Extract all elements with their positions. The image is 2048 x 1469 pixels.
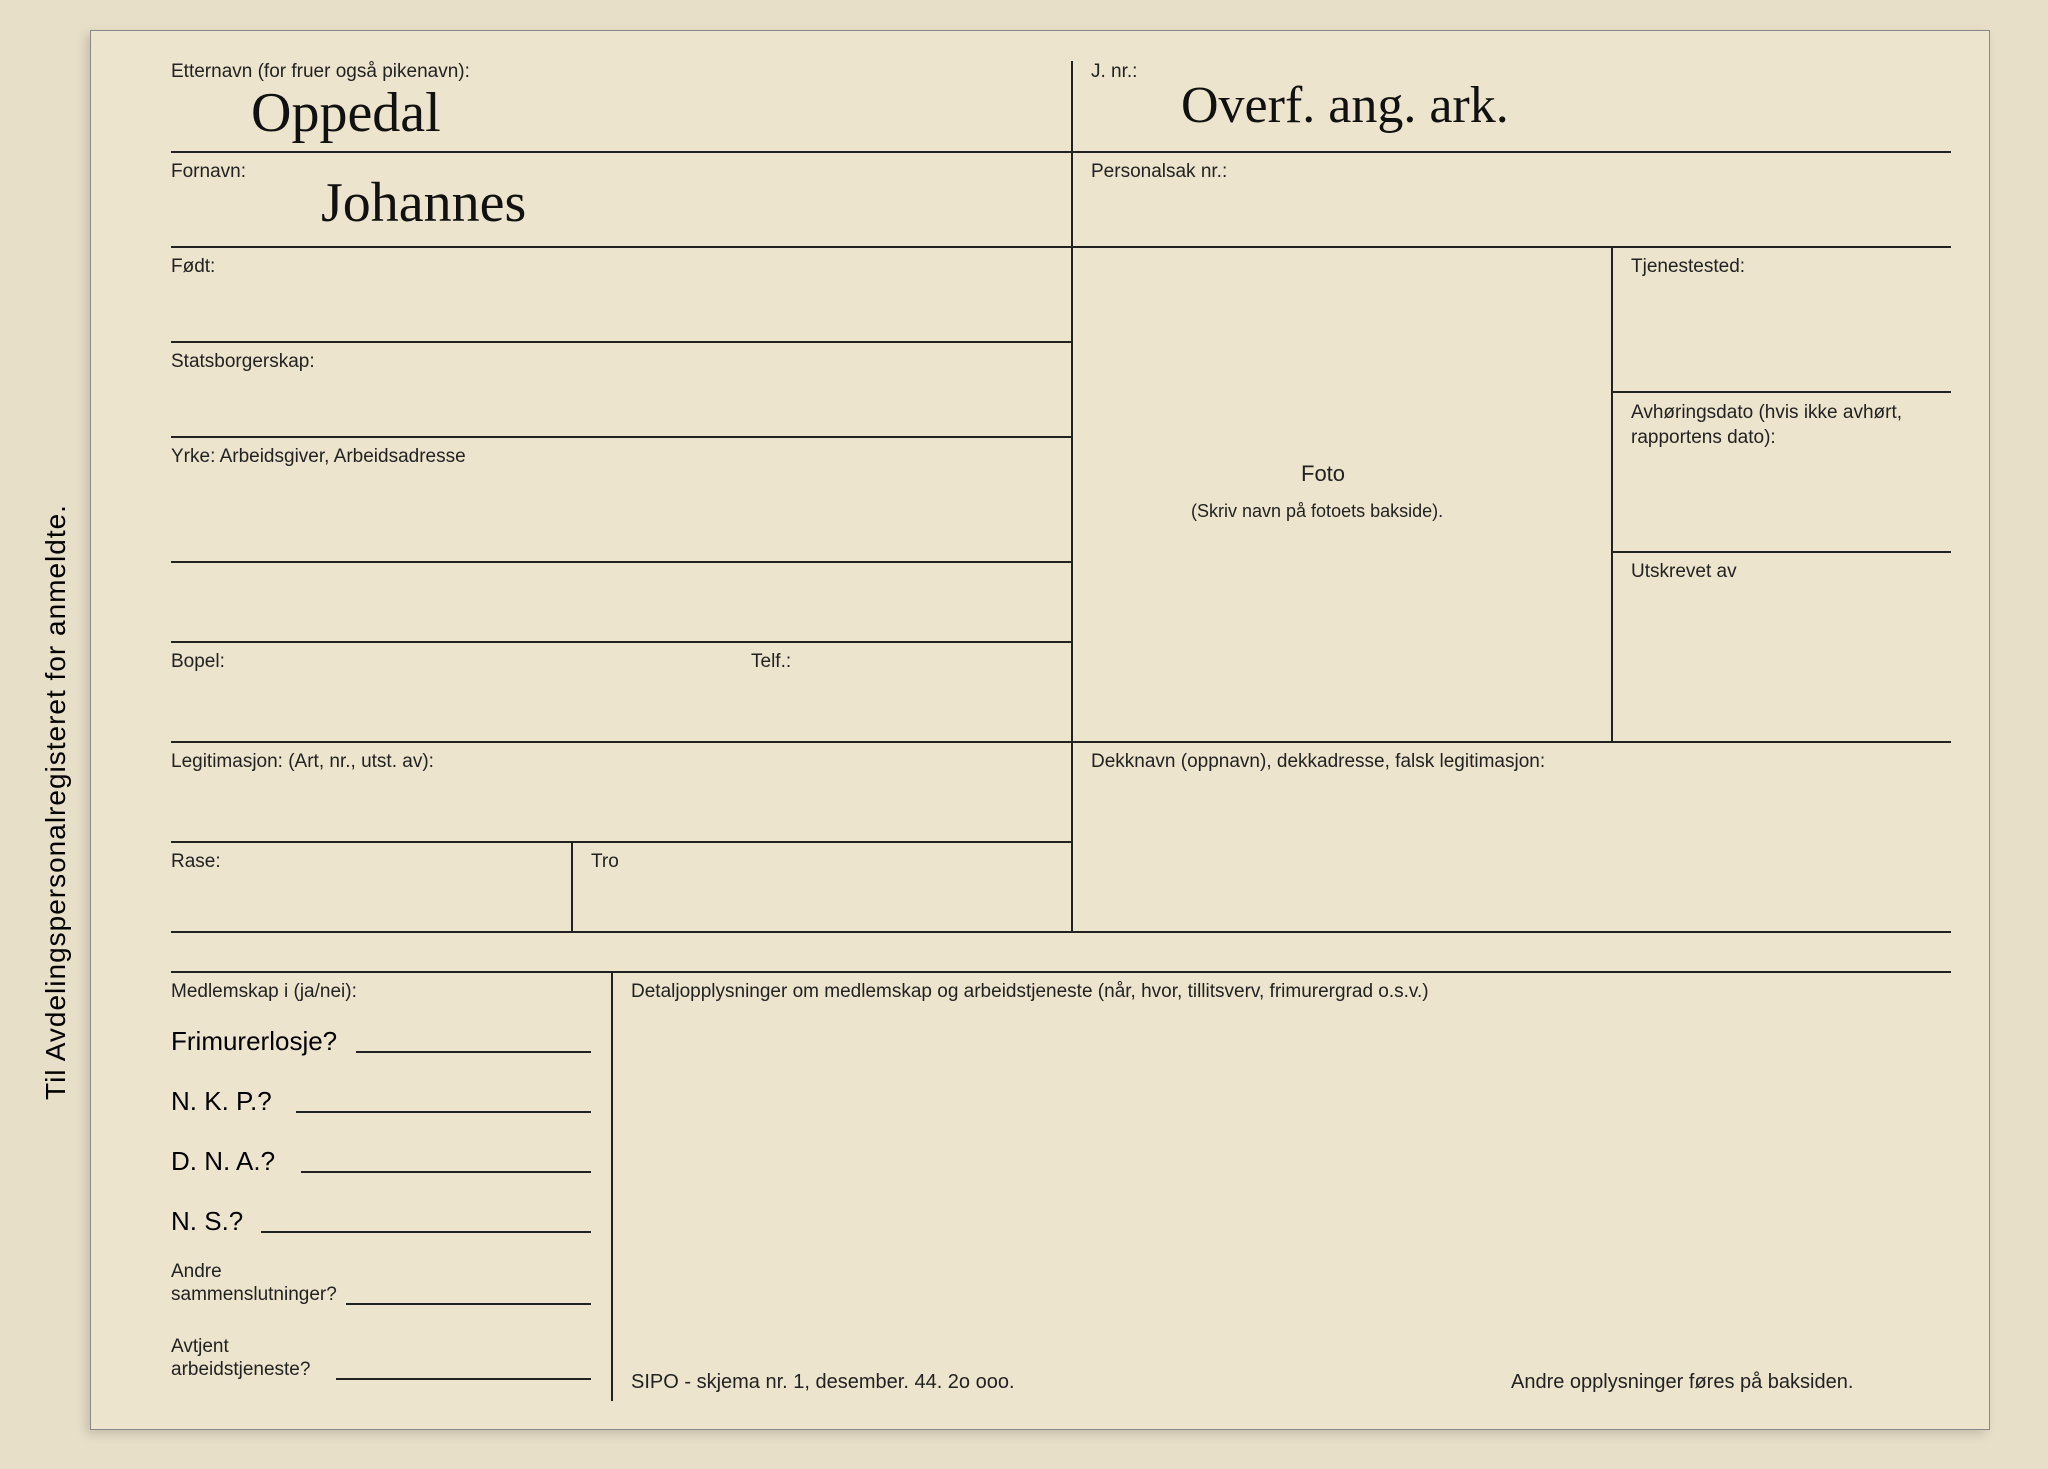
line-andre — [346, 1303, 591, 1305]
vline-rase-tro — [571, 841, 573, 931]
line-right-mid — [1071, 741, 1951, 743]
label-foto: Foto — [1301, 461, 1345, 487]
line-bottom-top — [171, 971, 1951, 973]
line-ns — [261, 1231, 591, 1233]
line-frimurer — [356, 1051, 591, 1053]
line-etternavn — [171, 151, 1071, 153]
label-tro: Tro — [591, 851, 619, 873]
label-bopel: Bopel: — [171, 651, 225, 673]
value-etternavn: Oppedal — [251, 81, 441, 145]
label-yrke: Yrke: Arbeidsgiver, Arbeidsadresse — [171, 446, 466, 468]
label-statsborgerskap: Statsborgerskap: — [171, 351, 315, 373]
form-area: Etternavn (for fruer også pikenavn): Opp… — [171, 61, 1951, 1401]
line-personalsak — [1071, 246, 1951, 248]
line-yrke1 — [171, 561, 1071, 563]
vline-foto-right — [1611, 246, 1613, 741]
label-personalsak: Personalsak nr.: — [1091, 161, 1227, 183]
line-rase — [171, 931, 1951, 933]
label-fodt: Født: — [171, 256, 215, 278]
line-legit — [171, 841, 1071, 843]
value-fornavn: Johannes — [321, 171, 526, 235]
vline-main — [1071, 61, 1073, 931]
value-jnr: Overf. ang. ark. — [1181, 76, 1509, 135]
label-telf: Telf.: — [751, 651, 791, 673]
label-andre-samm: Andre sammenslutninger? — [171, 1261, 337, 1307]
label-ns: N. S.? — [171, 1206, 243, 1237]
label-avtjent: Avtjent arbeidstjeneste? — [171, 1336, 310, 1382]
side-rotated-label: Til Avdelingspersonalregisteret for anme… — [40, 504, 72, 1100]
label-etternavn: Etternavn (for fruer også pikenavn): — [171, 61, 470, 83]
label-frimurer: Frimurerlosje? — [171, 1026, 337, 1057]
label-foto-note: (Skriv navn på fotoets bakside). — [1191, 501, 1443, 522]
vline-bottom — [611, 971, 613, 1401]
line-bopel — [171, 741, 1071, 743]
line-fornavn — [171, 246, 1071, 248]
label-jnr: J. nr.: — [1091, 61, 1137, 83]
label-utskrevet: Utskrevet av — [1631, 561, 1737, 583]
label-medlemskap: Medlemskap i (ja/nei): — [171, 981, 357, 1003]
footer-left: SIPO - skjema nr. 1, desember. 44. 2o oo… — [631, 1371, 1015, 1394]
line-fodt — [171, 341, 1071, 343]
footer-right: Andre opplysninger føres på baksiden. — [1511, 1371, 1853, 1394]
line-dna — [301, 1171, 591, 1173]
label-fornavn: Fornavn: — [171, 161, 246, 183]
line-jnr — [1071, 151, 1951, 153]
line-yrke2 — [171, 641, 1071, 643]
label-tjenestested: Tjenestested: — [1631, 256, 1745, 278]
line-nkp — [296, 1111, 591, 1113]
line-avhoring — [1611, 551, 1951, 553]
line-statsborgerskap — [171, 436, 1071, 438]
line-avtjent — [336, 1378, 591, 1380]
label-detalj: Detaljopplysninger om medlemskap og arbe… — [631, 981, 1429, 1003]
label-dekknavn: Dekknavn (oppnavn), dekkadresse, falsk l… — [1091, 751, 1545, 773]
label-avhoringsdato: Avhøringsdato (hvis ikke avhørt, rapport… — [1631, 401, 1941, 450]
line-tjenestested — [1611, 391, 1951, 393]
label-rase: Rase: — [171, 851, 221, 873]
form-card: Etternavn (for fruer også pikenavn): Opp… — [90, 30, 1990, 1430]
label-legitimasjon: Legitimasjon: (Art, nr., utst. av): — [171, 751, 434, 773]
label-dna: D. N. A.? — [171, 1146, 275, 1177]
label-nkp: N. K. P.? — [171, 1086, 272, 1117]
